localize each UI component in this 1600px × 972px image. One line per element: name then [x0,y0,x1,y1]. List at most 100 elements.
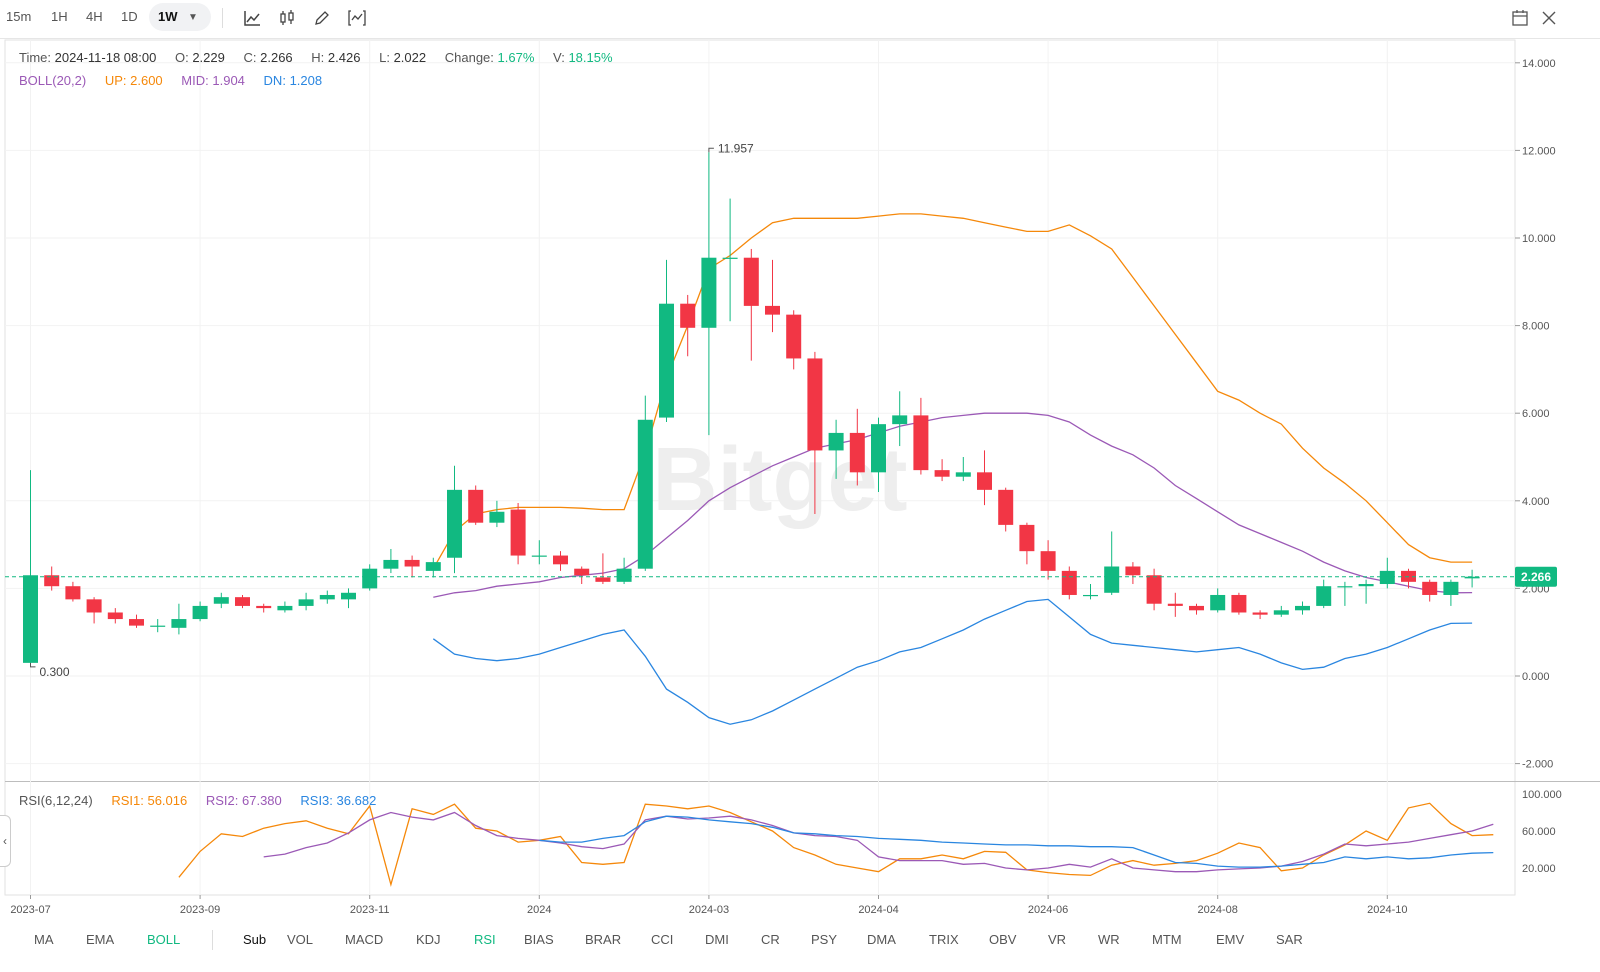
time-tick-label: 2024 [527,904,551,916]
candle [1210,588,1226,613]
candle-body [871,424,886,473]
candle-body [1422,581,1438,595]
time-tick-label: 2024-06 [1028,904,1068,916]
candle [1316,579,1332,609]
indicator-brar[interactable]: BRAR [585,932,622,947]
timeframe-1d[interactable]: 1D [121,9,138,24]
indicator-emv[interactable]: EMV [1216,932,1245,947]
candle [341,588,356,609]
candles [23,152,1480,663]
indicator-wr[interactable]: WR [1098,932,1120,947]
candle [1061,566,1077,600]
candle [1189,603,1204,615]
ohlc-low: L: 2.022 [379,50,427,65]
indicator-boll[interactable]: BOLL [147,932,181,947]
candle-body [765,305,780,315]
timeframe-15m[interactable]: 15m [6,9,32,24]
rsi-axis: 100.000 60.000 20.000 [1522,789,1562,875]
boll-name: BOLL(20,2) [19,73,87,88]
candle [659,259,674,422]
price-tick-label: 12.000 [1522,145,1556,157]
candle-body [1019,524,1035,552]
rsi3-line [539,815,1494,868]
timeframe-1h[interactable]: 1H [51,9,68,24]
candle-body [1167,603,1183,606]
boll-upper-line [432,213,1473,570]
candle-body [1061,570,1077,595]
price-axis: 14.00012.00010.0008.0006.0004.0002.0000.… [1515,58,1556,771]
candle [65,581,81,602]
ohlc-open: O: 2.229 [174,50,225,65]
indicator-kdj[interactable]: KDJ [416,932,441,947]
candle-body [1443,581,1459,595]
candle [447,465,462,574]
candle [1464,569,1480,588]
indicator-icon[interactable] [347,8,367,28]
candle-body [341,592,356,600]
candle-body [65,586,81,600]
indicator-bias[interactable]: BIAS [524,932,554,947]
indicator-mtm[interactable]: MTM [1152,932,1182,947]
indicator-vr[interactable]: VR [1048,932,1067,947]
candle [404,555,420,578]
candle [129,614,144,628]
indicator-macd[interactable]: MACD [345,932,384,947]
candle-body [107,612,123,620]
candle-body [1189,605,1204,611]
candle-body [786,314,802,359]
indicator-obv[interactable]: OBV [989,932,1017,947]
candle [680,294,696,357]
timeframe-4h[interactable]: 4H [86,9,103,24]
indicator-rsi[interactable]: RSI [474,932,496,947]
indicator-cci[interactable]: CCI [651,932,674,947]
candle-body [1273,610,1289,615]
ohlc-time: Time: 2024-11-18 08:00 [19,50,157,65]
candle [489,500,505,528]
candle [1146,568,1162,611]
timeframe-1w[interactable]: 1W [158,9,178,24]
candle [807,351,823,514]
candle-body [129,619,144,626]
candle-body [383,559,399,569]
price-tick-label: 0.000 [1522,671,1550,683]
boll-mid: MID: 1.904 [181,73,245,88]
calendar-icon[interactable] [1510,8,1530,28]
candle [1083,584,1098,600]
indicator-dma[interactable]: DMA [867,932,896,947]
candle-body [468,489,484,523]
indicator-cr[interactable]: CR [761,932,780,947]
candle [701,152,717,436]
indicator-vol[interactable]: VOL [287,932,314,947]
plot-frame [4,39,1516,896]
time-tick-label: 2023-11 [350,904,390,916]
candle-body [913,415,929,471]
candle [319,590,335,604]
indicator-ema[interactable]: EMA [86,932,115,947]
candle-body [553,555,568,565]
sub-label: Sub [243,932,267,947]
indicator-trix[interactable]: TRIX [929,932,959,947]
max-price-label: 11.957 [718,141,754,155]
price-tick-label: 14.000 [1522,58,1556,70]
min-price-label: 0.300 [40,665,70,679]
indicator-dmi[interactable]: DMI [705,932,729,947]
line-chart-icon[interactable] [242,8,262,28]
candle-body [659,303,674,418]
close-icon[interactable] [1539,8,1559,28]
candle [977,450,992,506]
scroll-left-button[interactable]: ‹ [0,815,11,867]
candle-body [1104,566,1120,593]
ohlc-change: Change: 1.67% [444,50,535,65]
rsi-tick-label: 20.000 [1522,863,1556,875]
watermark-logo: Bitget [653,430,908,530]
indicator-psy[interactable]: PSY [811,932,838,947]
rsi-info-row: RSI(6,12,24) RSI1: 56.016 RSI2: 67.380 R… [19,793,391,808]
indicator-ma[interactable]: MA [34,932,54,947]
candle [849,408,865,486]
pencil-icon[interactable] [312,8,332,28]
candle [23,470,38,663]
timeframe-dropdown-icon[interactable]: ▼ [188,12,198,23]
candlestick-icon[interactable] [277,8,297,28]
indicator-sar[interactable]: SAR [1276,932,1303,947]
